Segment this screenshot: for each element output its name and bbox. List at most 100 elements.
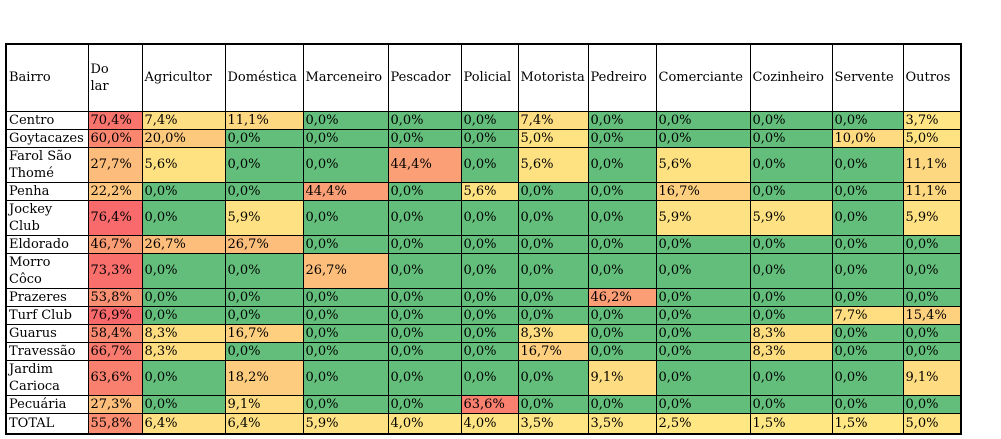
value-cell-centro-servente: 0,0% (831, 110, 904, 130)
value-cell-total-policial: 4,0% (460, 412, 519, 435)
value-cell-jardim-carioca-pescador: 0,0% (387, 359, 462, 396)
value-cell-turf-club-do-lar: 76,9% (87, 305, 143, 325)
column-header-pedreiro: Pedreiro (587, 43, 657, 112)
table-row-morro-coco: Morro Côco 73,3% 0,0% 0,0% 26,7% 0,0% 0,0% 0,0%… (5, 252, 962, 289)
value-cell-travessao-motorista: 16,7% (517, 341, 589, 361)
value-cell-farol-sao-thome-policial: 0,0% (460, 146, 519, 183)
value-cell-pecuaria-comerciante: 0,0% (655, 394, 751, 414)
value-cell-pecuaria-marceneiro: 0,0% (302, 394, 389, 414)
value-cell-prazeres-servente: 0,0% (831, 287, 904, 307)
value-cell-total-cozinheiro: 1,5% (749, 412, 833, 435)
value-cell-farol-sao-thome-pedreiro: 0,0% (587, 146, 657, 183)
value-cell-jockey-club-motorista: 0,0% (517, 199, 589, 236)
value-cell-guarus-pescador: 0,0% (387, 323, 462, 343)
table-row-farol-sao-thome: Farol São Thomé 27,7% 5,6% 0,0% 0,0% 44,4% 0,0… (5, 146, 962, 183)
value-cell-jardim-carioca-cozinheiro: 0,0% (749, 359, 833, 396)
value-cell-goytacazes-domestica: 0,0% (224, 128, 304, 148)
value-cell-travessao-outros: 0,0% (902, 341, 962, 361)
value-cell-turf-club-pedreiro: 0,0% (587, 305, 657, 325)
row-label-turf-club: Turf Club (5, 305, 89, 325)
row-label-guarus: Guarus (5, 323, 89, 343)
value-cell-travessao-marceneiro: 0,0% (302, 341, 389, 361)
value-cell-morro-coco-comerciante: 0,0% (655, 252, 751, 289)
value-cell-eldorado-do-lar: 46,7% (87, 234, 143, 254)
column-header-policial: Policial (460, 43, 519, 112)
value-cell-turf-club-cozinheiro: 0,0% (749, 305, 833, 325)
value-cell-total-comerciante: 2,5% (655, 412, 751, 435)
value-cell-centro-agricultor: 7,4% (141, 110, 226, 130)
column-header-servente: Servente (831, 43, 904, 112)
value-cell-centro-do-lar: 70,4% (87, 110, 143, 130)
row-label-jardim-carioca: Jardim Carioca (5, 359, 89, 396)
value-cell-eldorado-domestica: 26,7% (224, 234, 304, 254)
value-cell-guarus-motorista: 8,3% (517, 323, 589, 343)
value-cell-guarus-servente: 0,0% (831, 323, 904, 343)
row-label-total: TOTAL (5, 412, 89, 435)
value-cell-goytacazes-agricultor: 20,0% (141, 128, 226, 148)
value-cell-turf-club-comerciante: 0,0% (655, 305, 751, 325)
table-row-jardim-carioca: Jardim Carioca 63,6% 0,0% 18,2% 0,0% 0,0% 0,0%… (5, 359, 962, 396)
value-cell-penha-cozinheiro: 0,0% (749, 181, 833, 201)
value-cell-travessao-cozinheiro: 8,3% (749, 341, 833, 361)
value-cell-morro-coco-motorista: 0,0% (517, 252, 589, 289)
value-cell-jockey-club-outros: 5,9% (902, 199, 962, 236)
value-cell-penha-pedreiro: 0,0% (587, 181, 657, 201)
value-cell-centro-outros: 3,7% (902, 110, 962, 130)
value-cell-prazeres-domestica: 0,0% (224, 287, 304, 307)
value-cell-total-servente: 1,5% (831, 412, 904, 435)
row-label-travessao: Travessão (5, 341, 89, 361)
value-cell-pecuaria-outros: 0,0% (902, 394, 962, 414)
value-cell-turf-club-servente: 7,7% (831, 305, 904, 325)
value-cell-jardim-carioca-do-lar: 63,6% (87, 359, 143, 396)
value-cell-total-pedreiro: 3,5% (587, 412, 657, 435)
value-cell-travessao-comerciante: 0,0% (655, 341, 751, 361)
column-header-do-lar: Do lar (87, 43, 143, 112)
value-cell-jockey-club-agricultor: 0,0% (141, 199, 226, 236)
value-cell-travessao-pescador: 0,0% (387, 341, 462, 361)
value-cell-farol-sao-thome-domestica: 0,0% (224, 146, 304, 183)
value-cell-jardim-carioca-motorista: 0,0% (517, 359, 589, 396)
value-cell-goytacazes-cozinheiro: 0,0% (749, 128, 833, 148)
value-cell-jardim-carioca-pedreiro: 9,1% (587, 359, 657, 396)
value-cell-guarus-outros: 0,0% (902, 323, 962, 343)
value-cell-jardim-carioca-comerciante: 0,0% (655, 359, 751, 396)
table-row-total: TOTAL 55,8% 6,4% 6,4% 5,9% 4,0% 4,0% 3,5% 3,5% 2,… (5, 412, 962, 435)
value-cell-morro-coco-marceneiro: 26,7% (302, 252, 389, 289)
value-cell-jockey-club-servente: 0,0% (831, 199, 904, 236)
value-cell-guarus-pedreiro: 0,0% (587, 323, 657, 343)
column-header-domestica: Doméstica (224, 43, 304, 112)
value-cell-centro-policial: 0,0% (460, 110, 519, 130)
row-label-goytacazes: Goytacazes (5, 128, 89, 148)
value-cell-farol-sao-thome-cozinheiro: 0,0% (749, 146, 833, 183)
value-cell-farol-sao-thome-marceneiro: 0,0% (302, 146, 389, 183)
value-cell-guarus-domestica: 16,7% (224, 323, 304, 343)
value-cell-penha-pescador: 0,0% (387, 181, 462, 201)
value-cell-guarus-agricultor: 8,3% (141, 323, 226, 343)
value-cell-prazeres-pescador: 0,0% (387, 287, 462, 307)
value-cell-penha-agricultor: 0,0% (141, 181, 226, 201)
value-cell-guarus-policial: 0,0% (460, 323, 519, 343)
value-cell-total-domestica: 6,4% (224, 412, 304, 435)
table-row-centro: Centro 70,4% 7,4% 11,1% 0,0% 0,0% 0,0% 7,4% 0,0%… (5, 110, 962, 130)
value-cell-centro-domestica: 11,1% (224, 110, 304, 130)
row-label-farol-sao-thome: Farol São Thomé (5, 146, 89, 183)
value-cell-jockey-club-pescador: 0,0% (387, 199, 462, 236)
value-cell-prazeres-pedreiro: 46,2% (587, 287, 657, 307)
row-label-prazeres: Prazeres (5, 287, 89, 307)
value-cell-pecuaria-servente: 0,0% (831, 394, 904, 414)
value-cell-prazeres-comerciante: 0,0% (655, 287, 751, 307)
value-cell-farol-sao-thome-pescador: 44,4% (387, 146, 462, 183)
value-cell-pecuaria-cozinheiro: 0,0% (749, 394, 833, 414)
value-cell-penha-outros: 11,1% (902, 181, 962, 201)
table-row-turf-club: Turf Club 76,9% 0,0% 0,0% 0,0% 0,0% 0,0% 0,0% 0,… (5, 305, 962, 325)
value-cell-penha-comerciante: 16,7% (655, 181, 751, 201)
value-cell-pecuaria-pedreiro: 0,0% (587, 394, 657, 414)
table-row-jockey-club: Jockey Club 76,4% 0,0% 5,9% 0,0% 0,0% 0,0% 0,0%… (5, 199, 962, 236)
value-cell-goytacazes-outros: 5,0% (902, 128, 962, 148)
table-row-travessao: Travessão 66,7% 8,3% 0,0% 0,0% 0,0% 0,0% 16,7% 0… (5, 341, 962, 361)
table-row-goytacazes: Goytacazes 60,0% 20,0% 0,0% 0,0% 0,0% 0,0% 5,0%… (5, 128, 962, 148)
value-cell-prazeres-agricultor: 0,0% (141, 287, 226, 307)
column-header-bairro: Bairro (5, 43, 89, 112)
value-cell-turf-club-agricultor: 0,0% (141, 305, 226, 325)
value-cell-penha-do-lar: 22,2% (87, 181, 143, 201)
